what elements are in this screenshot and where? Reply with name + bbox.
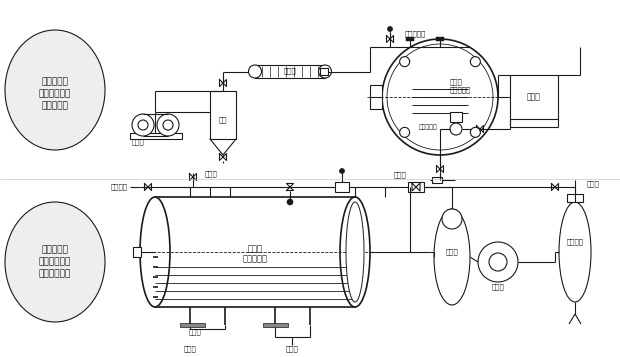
Text: 溶剂回收真空: 溶剂回收真空 — [39, 90, 71, 99]
Text: 冷凝器: 冷凝器 — [283, 68, 296, 74]
Circle shape — [471, 57, 480, 67]
Bar — [567, 194, 583, 202]
Ellipse shape — [5, 30, 105, 150]
Bar — [155, 197, 355, 307]
Text: 热水箱: 热水箱 — [527, 92, 541, 101]
Ellipse shape — [140, 197, 170, 307]
Circle shape — [478, 242, 518, 282]
Text: 干燥系统图: 干燥系统图 — [42, 101, 68, 111]
Text: 缓冲罐: 缓冲罐 — [446, 249, 458, 255]
Text: 水分离器: 水分离器 — [567, 239, 583, 245]
Circle shape — [382, 39, 498, 155]
Bar — [255, 65, 325, 78]
Bar — [408, 182, 424, 192]
Circle shape — [249, 65, 262, 78]
Circle shape — [400, 57, 410, 67]
Bar — [210, 91, 236, 139]
Text: 真空泵: 真空泵 — [132, 139, 144, 145]
Text: 逆止阀: 逆止阀 — [394, 172, 406, 178]
Bar — [510, 75, 558, 119]
Text: 排污口: 排污口 — [286, 346, 298, 352]
Text: 溶剂不回收真: 溶剂不回收真 — [39, 257, 71, 266]
Circle shape — [138, 120, 148, 130]
Ellipse shape — [559, 202, 591, 302]
Bar — [320, 68, 328, 75]
Text: 真空泵: 真空泵 — [492, 284, 505, 290]
Text: 蒸汽进口: 蒸汽进口 — [111, 184, 128, 190]
Bar — [450, 112, 462, 122]
Circle shape — [319, 65, 332, 78]
Text: 热水加热、: 热水加热、 — [42, 77, 68, 86]
Circle shape — [287, 199, 293, 205]
Text: 过滤放空阀: 过滤放空阀 — [405, 31, 426, 37]
Ellipse shape — [346, 202, 364, 302]
Circle shape — [157, 114, 179, 136]
Circle shape — [471, 127, 480, 137]
Text: 蒸汽型: 蒸汽型 — [247, 245, 262, 253]
Text: 真空干燥器: 真空干燥器 — [450, 87, 471, 93]
Text: 热水型: 热水型 — [450, 79, 463, 85]
Circle shape — [442, 209, 462, 229]
Circle shape — [388, 26, 392, 31]
Bar — [180, 323, 205, 327]
Circle shape — [163, 120, 173, 130]
Ellipse shape — [434, 209, 470, 305]
Bar — [432, 177, 442, 183]
Ellipse shape — [5, 202, 105, 322]
Circle shape — [387, 44, 493, 150]
Ellipse shape — [340, 197, 370, 307]
Bar — [133, 247, 141, 257]
Bar — [335, 182, 349, 192]
Text: 蒸汽加热、: 蒸汽加热、 — [42, 246, 68, 255]
Circle shape — [340, 169, 345, 174]
Text: 空干燥系统图: 空干燥系统图 — [39, 270, 71, 278]
Bar — [370, 85, 382, 109]
Text: 贮罐: 贮罐 — [219, 117, 228, 123]
Bar — [406, 37, 414, 41]
Bar — [130, 133, 182, 139]
Circle shape — [489, 253, 507, 271]
Text: 疏水口: 疏水口 — [188, 329, 202, 335]
Text: 消毒口: 消毒口 — [205, 171, 218, 177]
Circle shape — [132, 114, 154, 136]
Text: 疏水口: 疏水口 — [184, 346, 197, 352]
Bar — [263, 323, 288, 327]
Text: 真空干燥器: 真空干燥器 — [242, 255, 267, 263]
Text: 排气管: 排气管 — [587, 181, 600, 187]
Text: 热水管道泵: 热水管道泵 — [418, 124, 437, 130]
Circle shape — [400, 127, 410, 137]
Bar — [436, 37, 444, 41]
Circle shape — [450, 123, 462, 135]
